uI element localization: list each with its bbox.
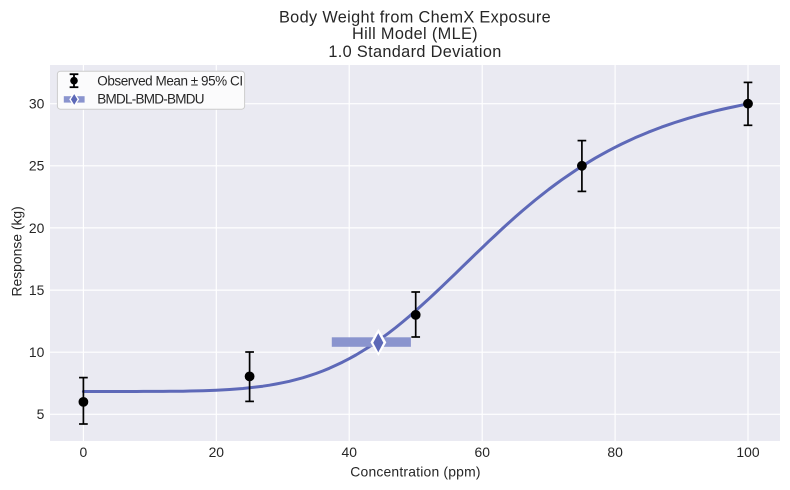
svg-text:20: 20 bbox=[29, 220, 45, 236]
svg-text:40: 40 bbox=[341, 444, 357, 460]
svg-text:20: 20 bbox=[209, 444, 225, 460]
svg-text:Observed Mean ± 95% CI: Observed Mean ± 95% CI bbox=[97, 73, 242, 88]
svg-text:30: 30 bbox=[29, 96, 45, 112]
svg-text:15: 15 bbox=[29, 282, 45, 298]
svg-text:100: 100 bbox=[736, 444, 759, 460]
svg-text:BMDL-BMD-BMDU: BMDL-BMD-BMDU bbox=[97, 91, 204, 106]
svg-text:80: 80 bbox=[607, 444, 623, 460]
svg-text:Body Weight from ChemX Exposur: Body Weight from ChemX Exposure bbox=[279, 8, 551, 26]
svg-text:60: 60 bbox=[474, 444, 490, 460]
svg-text:5: 5 bbox=[37, 406, 45, 422]
svg-text:0: 0 bbox=[80, 444, 88, 460]
svg-text:Response (kg): Response (kg) bbox=[8, 206, 24, 296]
svg-text:25: 25 bbox=[29, 158, 45, 174]
svg-text:10: 10 bbox=[29, 344, 45, 360]
svg-text:Concentration (ppm): Concentration (ppm) bbox=[350, 464, 480, 480]
svg-text:Hill Model (MLE): Hill Model (MLE) bbox=[352, 25, 478, 43]
svg-text:1.0 Standard Deviation: 1.0 Standard Deviation bbox=[328, 43, 501, 61]
